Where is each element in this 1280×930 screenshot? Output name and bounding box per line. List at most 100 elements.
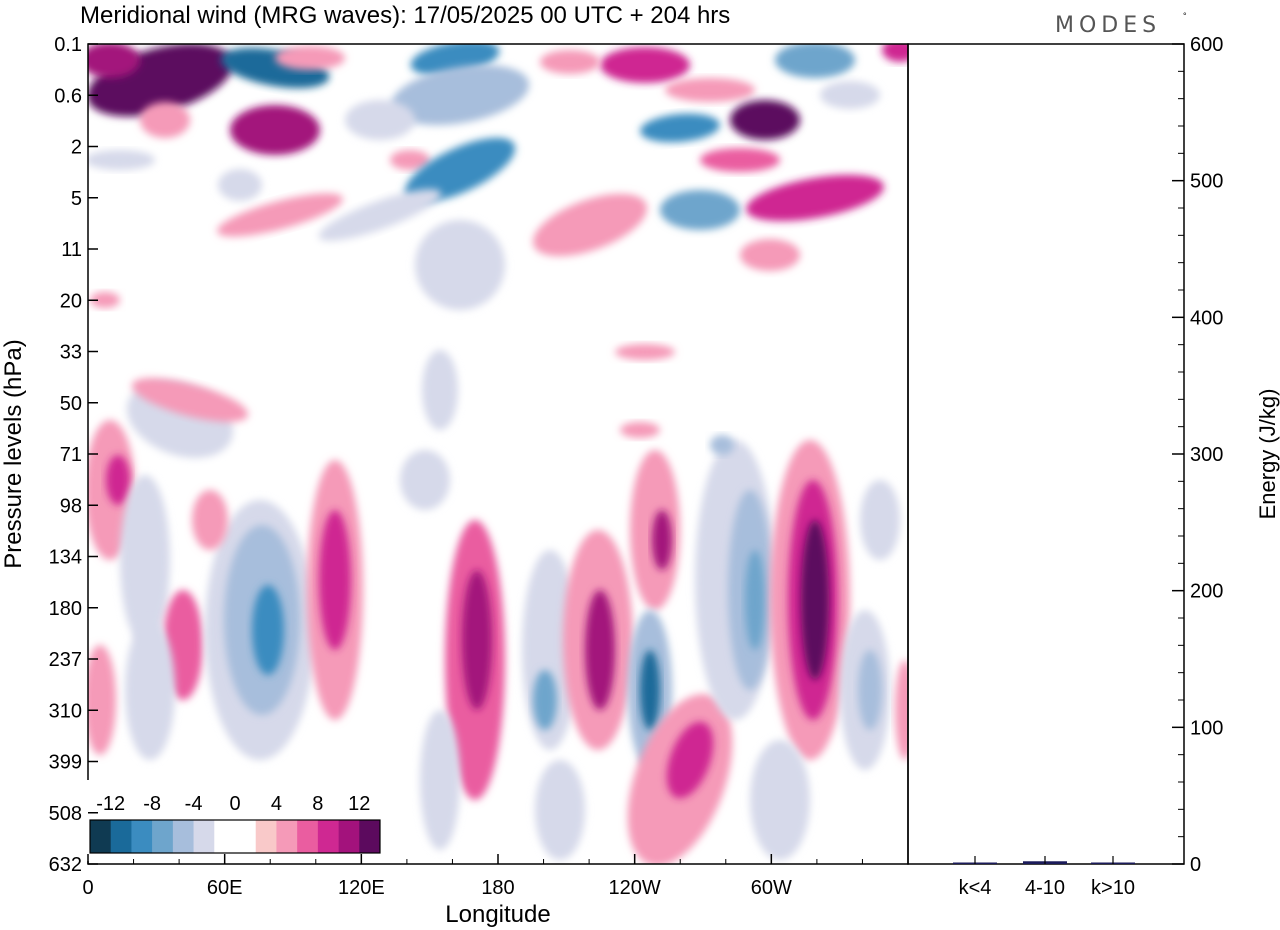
wind-contour-blob: [420, 710, 460, 850]
wind-contour-blob: [585, 590, 615, 710]
x-tick-label: 180: [481, 877, 514, 899]
y-tick-label: 134: [49, 547, 82, 569]
wind-contour-blob: [660, 190, 740, 230]
colorbar-label: 8: [312, 793, 323, 815]
wind-contour-blob: [90, 292, 120, 308]
y-tick-label: 399: [49, 752, 82, 774]
colorbar: -12 -8 -4 0 4 8 12: [84, 780, 386, 861]
wind-contour-blob: [710, 435, 734, 455]
wind-contour-blob: [390, 64, 530, 126]
wind-contour-blob: [532, 193, 648, 257]
y-tick-label: 71: [60, 444, 82, 466]
wind-contour-blob: [652, 510, 672, 570]
wind-contour-blob: [415, 220, 505, 310]
energy-tick-label: 100: [1190, 717, 1223, 739]
y-tick-label: 5: [71, 188, 82, 210]
wind-contour-blob: [252, 585, 284, 675]
y-tick-label: 508: [49, 803, 82, 825]
wind-contour-blob: [882, 44, 908, 62]
colorbar-swatch: [152, 820, 174, 853]
wind-contour-blob: [125, 620, 175, 760]
colorbar-swatch: [276, 820, 298, 853]
wind-contour-blob: [745, 174, 885, 222]
wind-contour-blob: [533, 670, 557, 730]
colorbar-label: 12: [348, 793, 370, 815]
axes: 0.1 0.6 2 5 11 20 33 50 71 98 134 180 237 310 399 508 63…: [49, 34, 1224, 899]
y-tick-label: 33: [60, 342, 82, 364]
y-tick-label: 237: [49, 649, 82, 671]
wind-contour-blob: [218, 169, 262, 201]
energy-tick-label: 600: [1190, 34, 1223, 56]
x-axis-label: Longitude: [445, 901, 550, 928]
energy-axis-label: Energy (J/kg): [1255, 389, 1280, 520]
colorbar-swatch: [214, 820, 236, 853]
wind-contour-blob: [422, 350, 458, 430]
y-tick-label: 2: [71, 137, 82, 159]
colorbar-swatch: [193, 820, 215, 853]
wind-contour-blob: [319, 510, 351, 650]
wind-contour-blob: [820, 81, 880, 109]
wind-contour-blob: [540, 50, 600, 74]
wind-contour-blob: [140, 102, 190, 138]
wind-contour-blob: [131, 378, 249, 422]
wind-contour-blob: [88, 645, 116, 755]
colorbar-swatch: [255, 820, 277, 853]
wind-contour-blob: [858, 650, 882, 730]
colorbar-label: -12: [96, 793, 125, 815]
wind-contour-blob: [88, 150, 155, 170]
wind-contour-blob: [620, 422, 660, 438]
colorbar-swatch: [131, 820, 153, 853]
energy-bars: k<4 4-10 k>10: [953, 856, 1135, 899]
wind-contour-blob: [895, 660, 908, 760]
wind-contour-blob: [217, 193, 343, 237]
wind-contour-blob: [700, 148, 780, 172]
colorbar-label: -8: [143, 793, 161, 815]
wind-contour-blob: [275, 46, 345, 70]
wind-contour-blob: [801, 520, 829, 680]
y-tick-label: 0.6: [54, 85, 82, 107]
wind-contour-blob: [535, 760, 585, 860]
wind-contour-blob: [775, 44, 855, 78]
wind-contour-blob: [860, 480, 900, 560]
wind-contour-blob: [600, 47, 690, 83]
energy-tick-label: 400: [1190, 307, 1223, 329]
wind-contour-blob: [640, 650, 660, 730]
x-tick-label: 60W: [751, 877, 792, 899]
x-tick-label: 60E: [207, 877, 243, 899]
wind-contour-blob: [730, 100, 800, 140]
brand-logo: MODES: [1055, 13, 1161, 38]
wind-contour-blob: [400, 450, 450, 510]
colorbar-swatch: [235, 820, 257, 853]
wind-contour-blob: [345, 100, 415, 140]
colorbar-swatch: [90, 820, 112, 853]
wind-contour-blob: [666, 721, 714, 799]
chart-title: Meridional wind (MRG waves): 17/05/2025 …: [80, 2, 730, 29]
energy-category-label: k>10: [1091, 877, 1135, 899]
wind-contour-blob: [740, 239, 800, 271]
y-tick-label: 180: [49, 598, 82, 620]
y-axis-label: Pressure levels (hPa): [0, 339, 27, 568]
energy-tick-label: 200: [1190, 581, 1223, 603]
x-tick-label: 120E: [338, 877, 385, 899]
x-tick-label: 120W: [609, 877, 661, 899]
wind-contour-blob: [318, 189, 442, 241]
y-tick-label: 11: [61, 239, 82, 261]
y-tick-label: 0.1: [54, 34, 82, 56]
wind-contour-blob: [390, 150, 430, 170]
y-tick-label: 20: [60, 290, 82, 312]
energy-category-label: 4-10: [1025, 877, 1065, 899]
colorbar-swatch: [317, 820, 339, 853]
colorbar-swatch: [110, 820, 132, 853]
wind-contour-blob: [192, 490, 228, 550]
y-tick-label: 632: [49, 854, 82, 876]
energy-tick-label: 300: [1190, 444, 1223, 466]
colorbar-swatch: [297, 820, 319, 853]
colorbar-frame: [89, 819, 381, 854]
colorbar-swatch: [172, 820, 194, 853]
wind-contour-blob: [120, 475, 170, 645]
y-tick-label: 310: [49, 700, 82, 722]
colorbar-swatch: [359, 820, 381, 853]
meridional-wind-field: [88, 44, 908, 864]
colorbar-swatch: [338, 820, 360, 853]
